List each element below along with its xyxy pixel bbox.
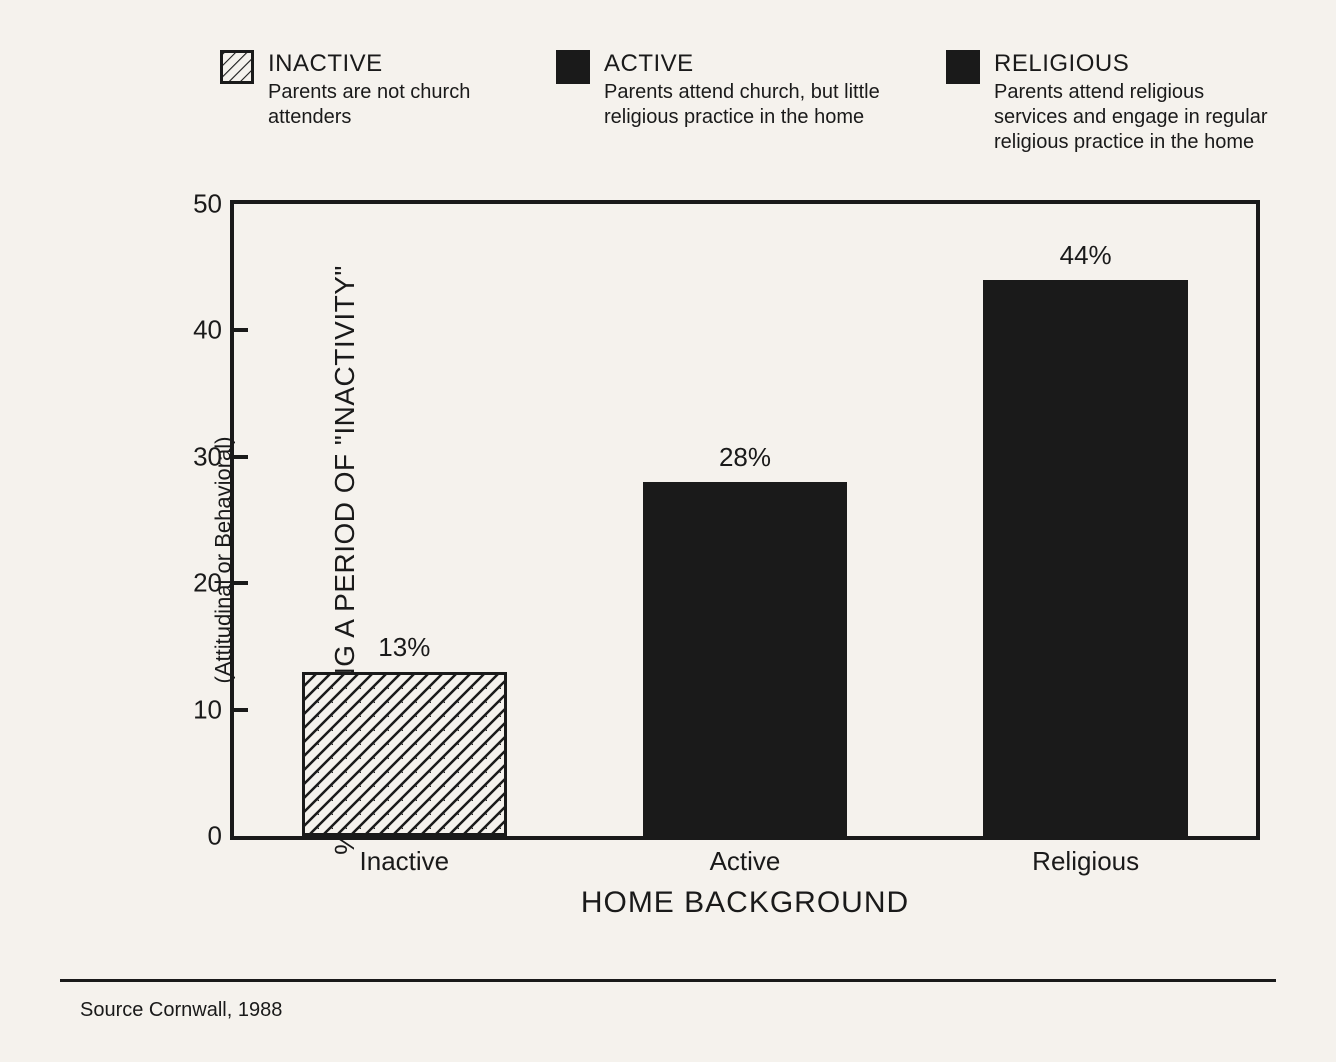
y-tick-mark (230, 455, 248, 459)
legend-text-inactive: INACTIVE Parents are not church attender… (268, 50, 496, 130)
y-tick-mark (230, 581, 248, 585)
plot-area: 13%28%44% HOME BACKGROUND 01020304050Ina… (230, 200, 1260, 840)
legend-swatch-inactive (220, 50, 254, 84)
legend-desc: Parents attend religious services and en… (994, 80, 1276, 155)
category-label: Active (710, 846, 781, 877)
legend-title: RELIGIOUS (994, 50, 1276, 78)
bottom-rule (60, 979, 1276, 982)
bar-religious: 44% (983, 280, 1187, 836)
y-tick-mark (230, 708, 248, 712)
legend-title: INACTIVE (268, 50, 496, 78)
bar-inactive: 13% (302, 672, 506, 836)
legend-desc: Parents are not church attenders (268, 80, 496, 130)
legend-swatch-religious (946, 50, 980, 84)
bar-active: 28% (643, 482, 847, 836)
y-tick-label: 30 (193, 441, 222, 472)
y-tick-label: 0 (208, 821, 222, 852)
x-axis-title: HOME BACKGROUND (581, 886, 909, 920)
legend-title: ACTIVE (604, 50, 886, 78)
legend-text-active: ACTIVE Parents attend church, but little… (604, 50, 886, 130)
legend-desc: Parents attend church, but little religi… (604, 80, 886, 130)
legend: INACTIVE Parents are not church attender… (220, 50, 1276, 155)
y-tick-label: 10 (193, 694, 222, 725)
chart: % NOT HAVING A PERIOD OF "INACTIVITY" (A… (90, 200, 1270, 920)
legend-swatch-active (556, 50, 590, 84)
legend-text-religious: RELIGIOUS Parents attend religious servi… (994, 50, 1276, 155)
category-label: Religious (1032, 846, 1139, 877)
bar-value-label: 13% (378, 632, 430, 663)
source-citation: Source Cornwall, 1988 (80, 999, 282, 1022)
bar-value-label: 44% (1060, 240, 1112, 271)
y-tick-label: 50 (193, 189, 222, 220)
legend-item-active: ACTIVE Parents attend church, but little… (556, 50, 886, 155)
bar-value-label: 28% (719, 442, 771, 473)
bars-container: 13% 28% 44% (234, 204, 1256, 836)
legend-item-inactive: INACTIVE Parents are not church attender… (220, 50, 496, 155)
legend-item-religious: RELIGIOUS Parents attend religious servi… (946, 50, 1276, 155)
y-tick-label: 40 (193, 315, 222, 346)
y-tick-mark (230, 328, 248, 332)
category-label: Inactive (360, 846, 450, 877)
figure-page: INACTIVE Parents are not church attender… (0, 0, 1336, 1062)
y-tick-label: 20 (193, 568, 222, 599)
